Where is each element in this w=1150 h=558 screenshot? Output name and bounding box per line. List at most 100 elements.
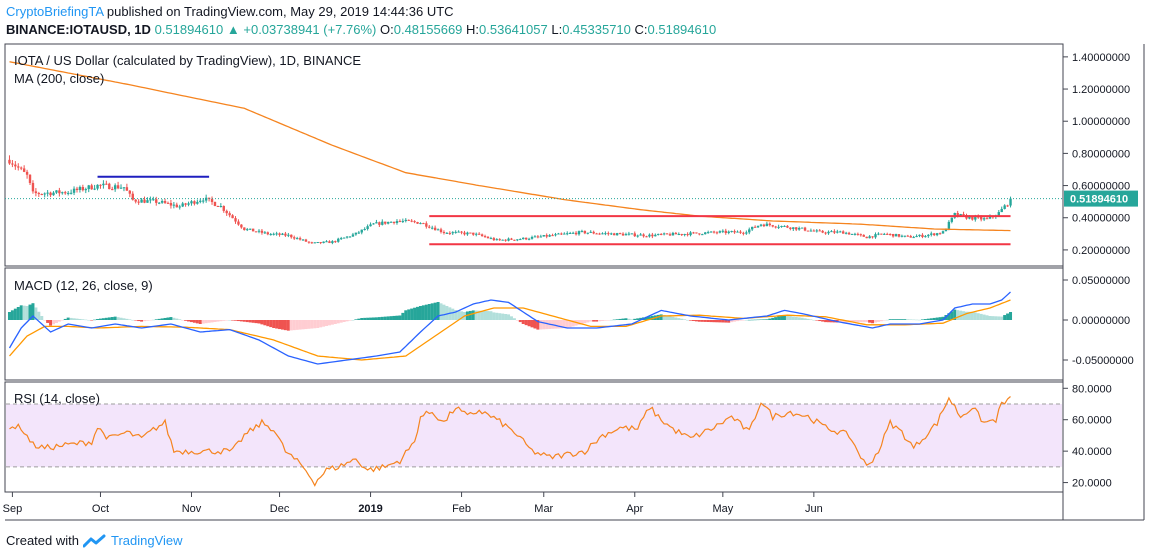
macd-histogram-bar: [319, 320, 323, 328]
footer: Created with TradingView: [6, 533, 183, 548]
symbol-ohlc-line: BINANCE:IOTAUSD, 1D 0.51894610 ▲ +0.0373…: [6, 22, 716, 37]
candle-body: [410, 220, 413, 222]
chart-area[interactable]: 1.40000000 1.20000000 1.00000000 0.80000000…: [0, 0, 1150, 530]
macd-histogram-bar: [674, 317, 678, 320]
macd-histogram-bar: [416, 306, 420, 320]
macd-histogram-bar: [460, 311, 464, 320]
author-link[interactable]: CryptoBriefingTA: [6, 4, 104, 19]
candle-body: [428, 226, 431, 228]
candle-body: [433, 227, 437, 231]
macd-histogram-bar: [25, 306, 29, 320]
candle-body: [906, 235, 909, 237]
macd-tick-label: 0.00000000: [1072, 315, 1130, 327]
candle-body: [193, 201, 196, 204]
macd-histogram-bar: [527, 320, 531, 327]
candle-body: [748, 229, 751, 233]
macd-histogram-bar: [744, 319, 748, 321]
tradingview-brand-link[interactable]: TradingView: [110, 533, 183, 548]
macd-histogram-bar: [530, 320, 534, 328]
macd-histogram-bar: [234, 320, 238, 321]
macd-histogram-bar: [145, 320, 149, 321]
macd-histogram-bar: [923, 319, 927, 320]
candle-body: [55, 190, 58, 193]
candle-body: [830, 231, 833, 233]
candle-body: [621, 233, 625, 236]
price-tick-label: 0.60000000: [1072, 181, 1130, 193]
candle-body: [184, 203, 187, 205]
candle-body: [457, 231, 460, 233]
macd-histogram-bar: [888, 319, 892, 320]
candle-body: [868, 236, 871, 239]
candle-body: [143, 199, 146, 203]
macd-histogram-bar: [738, 320, 742, 321]
macd-histogram-bar: [862, 320, 866, 323]
candle-body: [431, 227, 434, 229]
candle-body: [642, 234, 645, 237]
candle-body: [64, 192, 67, 194]
macd-histogram-bar: [231, 320, 235, 321]
candle-body: [695, 232, 698, 234]
price-tick-label: 0.40000000: [1072, 213, 1130, 225]
rsi-band: [6, 404, 1062, 467]
candle-body: [806, 230, 810, 232]
macd-histogram-bar: [612, 319, 616, 321]
macd-histogram-bar: [994, 316, 998, 320]
candle-body: [160, 201, 164, 203]
candle-body: [58, 190, 61, 194]
macd-histogram-bar: [181, 320, 185, 321]
candle-body: [190, 201, 193, 204]
candle-body: [466, 232, 469, 235]
macd-histogram-bar: [671, 316, 675, 320]
candle-body: [395, 221, 399, 224]
candle-body: [34, 191, 38, 194]
macd-histogram-bar: [22, 305, 26, 320]
macd-histogram-bar: [759, 319, 763, 320]
macd-histogram-bar: [316, 320, 320, 328]
candle-body: [566, 233, 569, 235]
macd-histogram-bar: [148, 320, 152, 321]
candle-body: [166, 202, 170, 204]
macd-histogram-bar: [686, 319, 690, 321]
macd-histogram-bar: [624, 318, 628, 320]
candle-body: [824, 232, 827, 234]
candle-body: [979, 216, 983, 220]
candle-body: [342, 237, 346, 239]
macd-histogram-bar: [856, 320, 860, 323]
macd-histogram-bar: [204, 320, 208, 324]
macd-histogram-bar: [815, 320, 819, 321]
candle-body: [610, 233, 613, 235]
macd-histogram-bar: [263, 320, 267, 326]
macd-histogram-bar: [882, 320, 886, 321]
macd-histogram-bar: [700, 320, 704, 322]
candle-body: [463, 232, 466, 235]
candle-body: [839, 231, 842, 233]
candle-body: [360, 229, 363, 233]
candle-body: [87, 185, 90, 190]
candle-body: [66, 192, 70, 194]
candle-body: [709, 231, 713, 233]
candle-body: [554, 234, 557, 236]
macd-histogram-bar: [706, 320, 710, 323]
candle-body: [243, 227, 246, 231]
macd-histogram-bar: [369, 317, 373, 320]
macd-histogram-bar: [941, 316, 945, 320]
candle-body: [348, 236, 352, 238]
candle-body: [997, 212, 1000, 216]
candle-body: [527, 238, 531, 240]
candle-body: [398, 221, 402, 223]
macd-histogram-bar: [615, 319, 619, 320]
macd-histogram-bar: [389, 316, 393, 320]
macd-histogram-bar: [929, 318, 933, 320]
macd-histogram-bar: [128, 319, 132, 320]
macd-histogram-bar: [354, 319, 358, 320]
macd-histogram-bar: [260, 320, 264, 325]
macd-histogram-bar: [122, 318, 126, 320]
candle-body: [595, 233, 598, 235]
macd-histogram-bar: [824, 320, 828, 323]
time-tick-label: Sep: [3, 503, 23, 515]
macd-histogram-bar: [286, 320, 290, 331]
macd-histogram-bar: [483, 310, 487, 320]
macd-histogram-bar: [912, 319, 916, 321]
macd-histogram-bar: [915, 319, 919, 321]
macd-line: [8, 291, 1011, 365]
